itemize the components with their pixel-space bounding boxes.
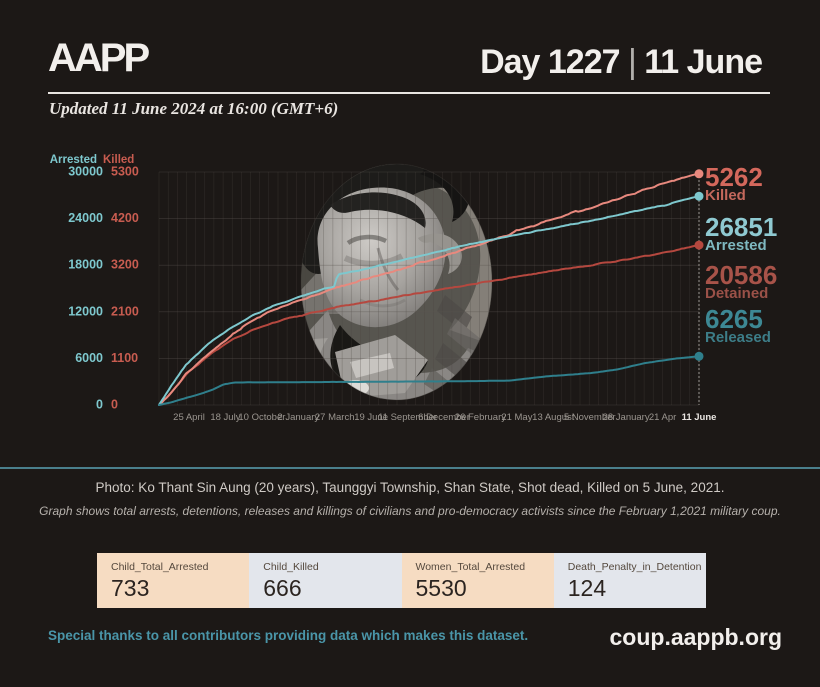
svg-text:18000: 18000 <box>68 258 103 272</box>
svg-text:1100: 1100 <box>111 351 138 365</box>
svg-text:0: 0 <box>111 398 118 412</box>
svg-text:3200: 3200 <box>111 258 139 272</box>
svg-text:27 March: 27 March <box>315 412 355 423</box>
svg-text:21 Apr: 21 Apr <box>649 412 676 423</box>
svg-text:Killed: Killed <box>705 187 746 204</box>
svg-text:21 May: 21 May <box>501 412 532 423</box>
svg-text:25 April: 25 April <box>173 412 205 423</box>
svg-text:4200: 4200 <box>111 211 139 225</box>
svg-text:30000: 30000 <box>68 165 103 179</box>
svg-text:28 January: 28 January <box>603 412 650 423</box>
svg-text:26 February: 26 February <box>455 412 506 423</box>
svg-text:Detained: Detained <box>705 285 768 302</box>
svg-text:Arrested: Arrested <box>705 237 767 254</box>
svg-text:Released: Released <box>705 329 771 346</box>
svg-text:6000: 6000 <box>75 351 103 365</box>
svg-text:24000: 24000 <box>68 211 103 225</box>
svg-text:0: 0 <box>96 398 103 412</box>
svg-text:12000: 12000 <box>68 304 103 318</box>
svg-text:11 June: 11 June <box>682 412 717 423</box>
svg-text:18 July: 18 July <box>210 412 240 423</box>
svg-text:5300: 5300 <box>111 165 139 179</box>
svg-text:2 January: 2 January <box>277 412 319 423</box>
svg-text:2100: 2100 <box>111 304 139 318</box>
